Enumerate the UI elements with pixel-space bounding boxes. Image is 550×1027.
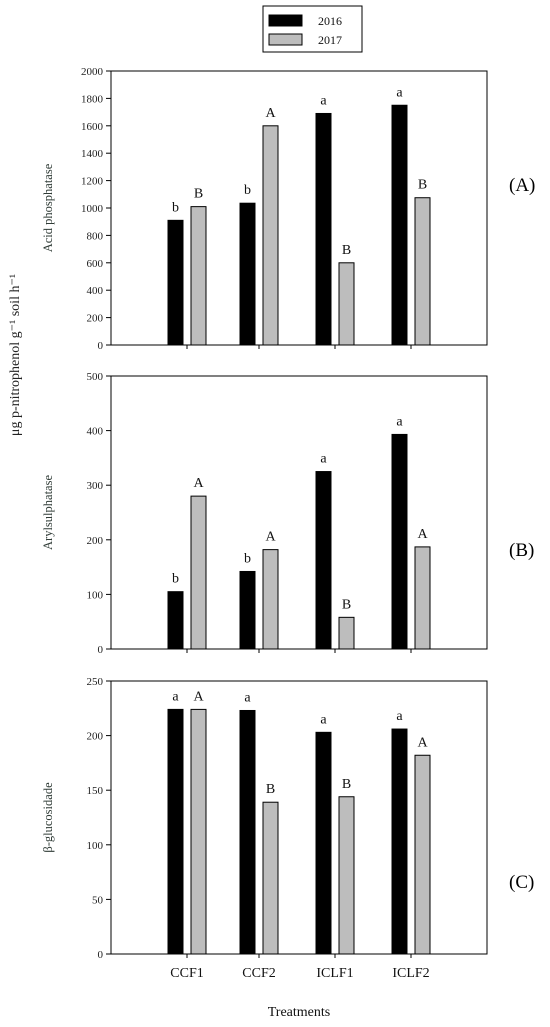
bar-2017-iclf1 — [338, 796, 355, 955]
x-category-label: ICLF2 — [392, 966, 429, 981]
panel-label: (A) — [509, 175, 535, 196]
y-tick-label: 100 — [87, 589, 104, 601]
y-tick-label: 800 — [87, 230, 104, 242]
bar-2017-ccf2 — [262, 125, 279, 346]
panel-label: (C) — [509, 872, 534, 893]
significance-letter: B — [418, 178, 427, 193]
y-axis-label: β-glucosidade — [41, 782, 55, 853]
significance-letter: a — [396, 709, 403, 724]
legend: 2016 2017 — [262, 5, 363, 53]
y-axis-label: Arylsulphatase — [41, 475, 55, 550]
bar-2017-ccf2 — [262, 801, 279, 955]
significance-letter: B — [194, 187, 203, 202]
shared-y-axis-label: μg p-nitrophenol g⁻¹ soil h⁻¹ — [8, 274, 23, 436]
bar-2016-ccf2 — [239, 202, 256, 346]
significance-letter: A — [265, 530, 276, 545]
y-tick-label: 500 — [87, 371, 104, 383]
bar-2017-ccf1 — [190, 495, 207, 650]
bar-2017-iclf1 — [338, 262, 355, 346]
y-tick-label: 400 — [87, 426, 104, 438]
y-tick-label: 1000 — [81, 203, 104, 215]
x-category-label: CCF2 — [242, 966, 275, 981]
y-tick-label: 1200 — [81, 176, 104, 188]
y-tick-label: 200 — [87, 313, 104, 325]
bar-2017-iclf2 — [414, 546, 431, 650]
significance-letter: a — [320, 93, 327, 108]
panel-acid-phosphatase: 0 200 400 600 800 1000 1200 1400 1600 1800 2000 Aci… — [41, 66, 535, 352]
bar-2017-iclf2 — [414, 754, 431, 955]
significance-letter: B — [342, 243, 351, 258]
bar-2017-iclf1 — [338, 616, 355, 650]
significance-letter: B — [266, 782, 275, 797]
y-tick-label: 1800 — [81, 93, 104, 105]
y-tick-label: 50 — [92, 894, 104, 906]
significance-letter: a — [396, 85, 403, 100]
bar-2017-ccf2 — [262, 549, 279, 650]
significance-letter: A — [193, 476, 204, 491]
bar-2016-ccf1 — [167, 219, 184, 346]
legend-label-2017: 2017 — [318, 33, 342, 47]
x-category-label: CCF1 — [170, 966, 203, 981]
y-tick-label: 600 — [87, 258, 104, 270]
plot-frame — [110, 375, 488, 650]
significance-letter: A — [265, 106, 276, 121]
significance-letter: b — [244, 183, 251, 198]
plot-frame — [110, 680, 488, 955]
plot-frame — [110, 70, 488, 346]
legend-label-2016: 2016 — [318, 14, 342, 28]
bar-2016-ccf2 — [239, 570, 256, 650]
bar-2016-ccf2 — [239, 709, 256, 955]
legend-swatch-2016 — [268, 14, 303, 27]
legend-swatch-2017 — [268, 33, 303, 46]
x-category-labels: CCF1 CCF2 ICLF1 ICLF2 — [170, 966, 429, 981]
y-tick-label: 250 — [87, 676, 104, 688]
y-tick-label: 200 — [87, 731, 104, 743]
bar-2017-iclf2 — [414, 197, 431, 346]
y-tick-label: 2000 — [81, 66, 104, 78]
y-tick-label: 300 — [87, 480, 104, 492]
y-tick-label: 200 — [87, 535, 104, 547]
bar-2016-ccf1 — [167, 708, 184, 955]
significance-letter: b — [172, 200, 179, 215]
significance-letter: b — [244, 551, 251, 566]
bar-2016-iclf1 — [315, 731, 332, 955]
significance-letter: A — [193, 689, 204, 704]
bar-2016-ccf1 — [167, 591, 184, 650]
bar-2016-iclf2 — [391, 104, 408, 346]
y-tick-label: 400 — [87, 285, 104, 297]
significance-letter: b — [172, 572, 179, 587]
bar-2016-iclf1 — [315, 112, 332, 346]
bar-2016-iclf1 — [315, 471, 332, 650]
y-tick-label: 0 — [98, 340, 104, 352]
y-tick-label: 0 — [98, 949, 104, 961]
significance-letter: a — [320, 452, 327, 467]
y-tick-label: 100 — [87, 840, 104, 852]
bar-2017-ccf1 — [190, 708, 207, 955]
panel-label: (B) — [509, 540, 534, 561]
significance-letter: a — [244, 690, 251, 705]
y-tick-label: 0 — [98, 644, 104, 656]
y-tick-label: 1400 — [81, 148, 104, 160]
significance-letter: B — [342, 777, 351, 792]
x-category-label: ICLF1 — [316, 966, 353, 981]
significance-letter: a — [172, 689, 179, 704]
bar-2016-iclf2 — [391, 433, 408, 650]
y-axis-label: Acid phosphatase — [41, 163, 55, 252]
y-tick-label: 150 — [87, 785, 104, 797]
significance-letter: A — [417, 735, 428, 750]
y-tick-label: 1600 — [81, 121, 104, 133]
panel-arylsulphatase: 0 100 200 300 400 500 Arylsulphatase (B) b b a a A A B… — [41, 371, 534, 656]
bar-2016-iclf2 — [391, 728, 408, 955]
bar-2017-ccf1 — [190, 206, 207, 346]
significance-letter: B — [342, 597, 351, 612]
significance-letter: a — [396, 414, 403, 429]
x-axis-title: Treatments — [268, 1005, 330, 1020]
significance-letter: a — [320, 712, 327, 727]
significance-letter: A — [417, 527, 428, 542]
